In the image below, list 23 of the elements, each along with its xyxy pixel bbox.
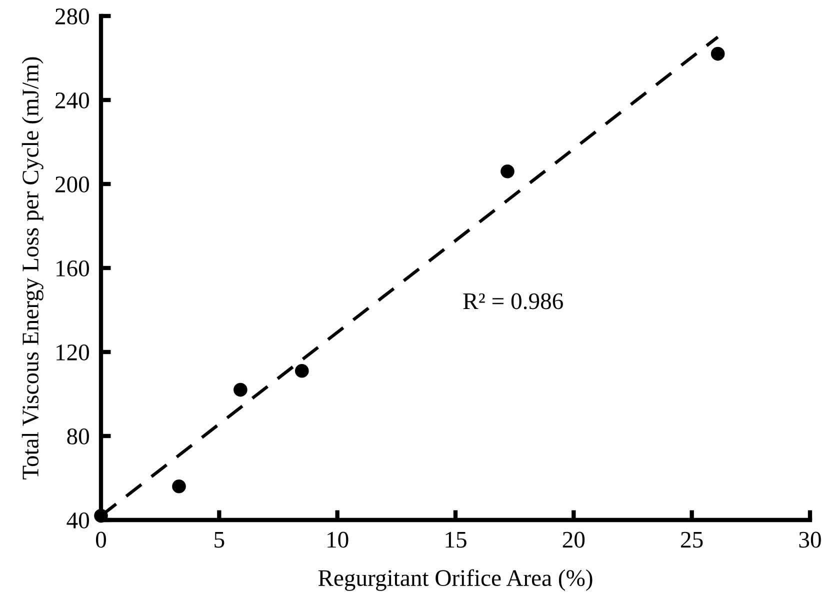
point [294,364,309,378]
y-tick-label: 280 [56,8,89,24]
y-tick-label: 40 [66,512,89,528]
x-tick-label: 5 [214,532,224,548]
x-tick-label: 20 [562,532,585,548]
point [500,164,514,178]
y-tick-label: 120 [56,344,89,360]
point [710,46,725,61]
y-tick-label: 240 [56,92,89,108]
x-tick-label: 10 [328,532,348,548]
y-tick-label: 80 [67,428,89,444]
y-tick-label: 200 [56,176,89,192]
x-tick-label: 15 [446,532,466,548]
y-axis-title: Total Viscous Energy Loss per Cycle (mJ/m) [22,57,44,480]
x-tick-label: 25 [681,532,703,548]
x-axis-title: Regurgitant Orifice Area (%) [318,569,592,591]
point [94,508,108,523]
y-tick-label: 160 [56,260,89,276]
point [172,479,186,494]
point [234,382,248,397]
annotation: R² = 0.986 [463,293,563,310]
x-tick-label: 0 [96,532,106,548]
x-tick-label: 30 [799,532,821,548]
